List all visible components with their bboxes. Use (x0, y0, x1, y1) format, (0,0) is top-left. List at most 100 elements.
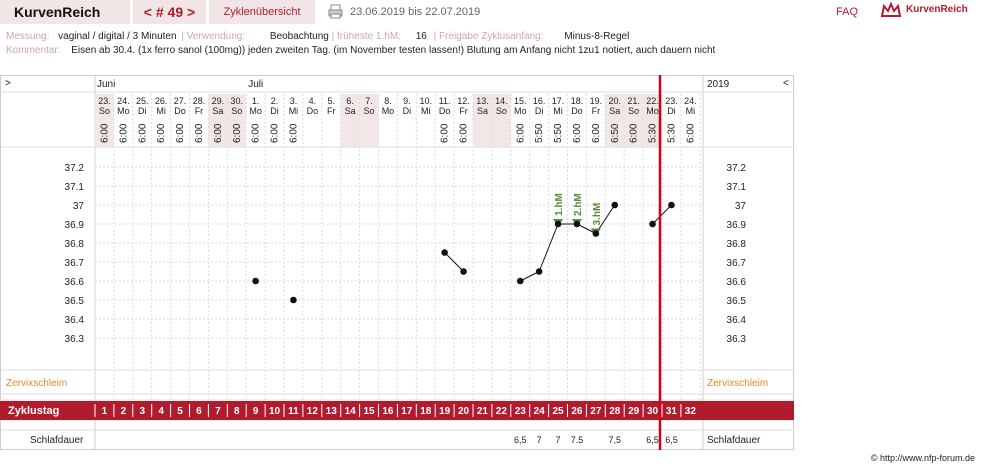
weekday-label: So (496, 106, 507, 116)
day-number: 8. (384, 96, 392, 106)
day-number: 9. (403, 96, 411, 106)
temp-tick-left: 36.9 (65, 220, 85, 231)
weekday-label: Di (403, 106, 412, 116)
temp-tick-left: 36.5 (65, 296, 85, 307)
temp-tick-right: 36.7 (727, 258, 747, 269)
temp-point (668, 201, 675, 209)
weekday-label: Sa (609, 106, 620, 116)
zyklustag-number: 24 (534, 406, 546, 417)
day-number: 23. (98, 96, 111, 106)
temp-tick-left: 36.6 (65, 277, 85, 288)
weekday-label: Fr (195, 106, 204, 116)
day-number: 16. (533, 96, 546, 106)
zyklustag-number: 11 (288, 406, 299, 417)
zyklustag-number: 25 (552, 406, 564, 417)
measure-time: 5:30 (666, 123, 677, 143)
weekday-label: Mi (686, 106, 696, 116)
measure-time: 6:00 (99, 123, 110, 143)
weekday-label: So (628, 106, 639, 116)
temp-point (611, 201, 619, 209)
weekday-label: Mo (646, 106, 659, 116)
weekend-shade (605, 94, 625, 147)
schlaf-value: 6,5 (514, 435, 527, 445)
zervix-label-left: Zervixschleim (6, 378, 67, 389)
weekday-label: So (231, 106, 242, 116)
temp-tick-right: 37.2 (727, 163, 747, 174)
footer-credit: © http://www.nfp-forum.de (870, 453, 975, 463)
zyklustag-number: 17 (401, 406, 413, 417)
temp-tick-right: 36.4 (727, 315, 747, 326)
zyklustag-number: 10 (269, 406, 281, 417)
day-number: 1. (252, 96, 260, 106)
cycle-overview-link[interactable]: Zyklenübersicht (209, 0, 315, 24)
weekend-shade (359, 94, 379, 147)
day-number: 21. (627, 96, 640, 106)
hm-label: 1.hM (554, 193, 565, 216)
weekday-label: Mi (289, 106, 299, 116)
day-number: 17. (552, 96, 565, 106)
zyklustag-number: 31 (666, 406, 678, 417)
cycle-navigation[interactable]: < # 49 > (133, 0, 206, 24)
zyklustag-label: Zyklustag (8, 405, 59, 417)
zyklustag-number: 21 (477, 406, 489, 417)
weekday-label: Mo (382, 106, 395, 116)
freigabe-label: Freigabe Zyklusanfang: (439, 31, 544, 42)
measure-time: 6:00 (175, 123, 186, 143)
day-number: 12. (457, 96, 470, 106)
weekday-label: Mo (249, 106, 262, 116)
zyklustag-number: 1 (102, 406, 108, 417)
print-icon[interactable] (328, 4, 343, 19)
weekend-shade (643, 94, 662, 147)
weekend-shade (208, 94, 228, 147)
measure-time: 6:00 (591, 123, 602, 143)
temp-tick-left: 36.4 (65, 315, 85, 326)
day-number: 27. (174, 96, 187, 106)
measure-time: 5:50 (553, 123, 564, 143)
zyklustag-number: 8 (234, 406, 240, 417)
measure-time: 6:00 (440, 123, 451, 143)
month-label: Juni (97, 79, 115, 90)
measure-time: 6:00 (232, 123, 243, 143)
temp-tick-right: 36.3 (727, 334, 747, 345)
day-number: 30. (230, 96, 243, 106)
weekend-shade (340, 94, 360, 147)
temp-tick-left: 37.1 (65, 182, 85, 193)
temp-tick-left: 36.7 (65, 258, 85, 269)
temp-tick-left: 36.3 (65, 334, 85, 345)
weekend-shade (473, 94, 492, 147)
measure-time: 6:00 (459, 123, 470, 143)
zyklustag-number: 23 (515, 406, 527, 417)
schlaf-value: 7.5 (571, 435, 584, 445)
temp-line-segment (538, 223, 559, 272)
day-number: 5. (327, 96, 335, 106)
temp-point (592, 230, 600, 237)
measure-time: 6:00 (572, 123, 583, 143)
weekend-shade (227, 94, 247, 147)
temp-tick-right: 37 (735, 201, 747, 212)
faq-link[interactable]: FAQ (836, 6, 859, 18)
weekday-label: Fr (459, 106, 468, 116)
zyklustag-number: 29 (628, 406, 640, 417)
measure-time: 6:00 (515, 123, 526, 143)
measure-time: 6:00 (213, 123, 224, 143)
zyklustag-number: 5 (177, 406, 183, 417)
weekday-label: Mo (514, 106, 527, 116)
schlaf-label-left: Schlafdauer (30, 435, 84, 446)
zyklustag-number: 22 (496, 406, 508, 417)
measure-time: 5:50 (534, 123, 545, 143)
weekday-label: Fr (327, 106, 336, 116)
schlaf-value: 6,5 (646, 435, 659, 445)
measure-time: 5:30 (648, 123, 659, 143)
zyklustag-number: 30 (647, 406, 659, 417)
temp-tick-right: 36.8 (727, 239, 747, 250)
schlaf-label-right: Schlafdauer (707, 435, 761, 446)
weekday-label: Di (270, 106, 279, 116)
weekday-label: Mo (117, 106, 130, 116)
zyklustag-number: 32 (685, 406, 697, 417)
zyklustag-number: 20 (458, 406, 470, 417)
zyklustag-number: 12 (307, 406, 319, 417)
measure-time: 6:00 (118, 123, 129, 143)
hm-label: früheste 1.hM: (337, 31, 401, 42)
temp-tick-right: 37.1 (727, 182, 747, 193)
month-label: Juli (248, 79, 263, 90)
